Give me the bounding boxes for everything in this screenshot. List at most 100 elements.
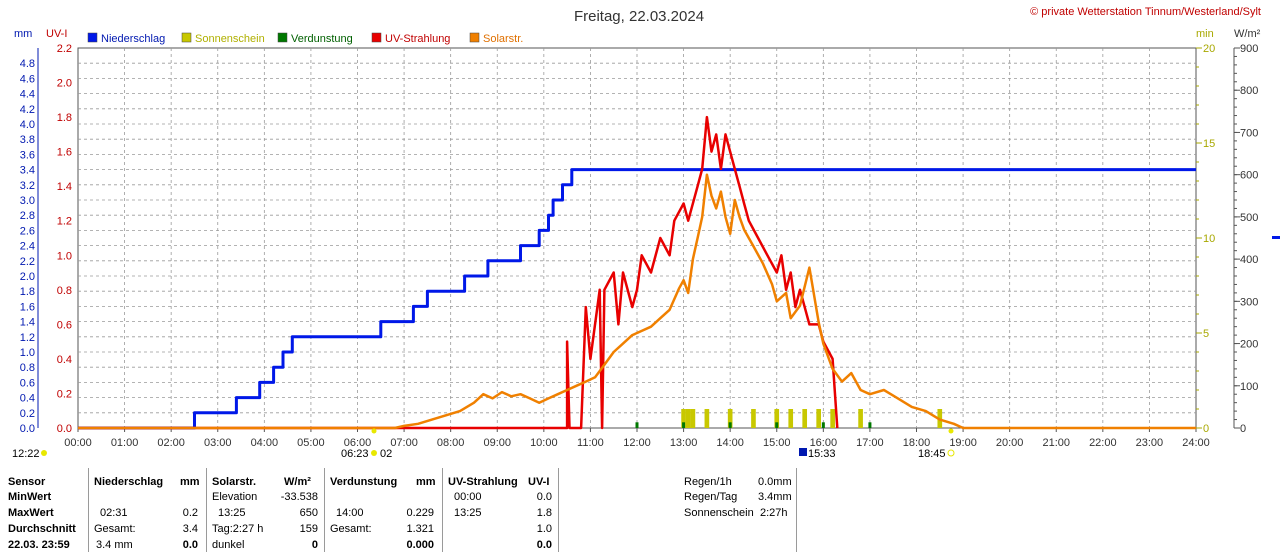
- table-divider: [796, 468, 797, 552]
- y-wm2-tick-label: 100: [1240, 381, 1258, 393]
- chart-title: Freitag, 22.03.2024: [574, 8, 704, 25]
- y-wm2-tick-label: 800: [1240, 85, 1258, 97]
- y-mm-tick-label: 3.4: [20, 165, 35, 177]
- solar-avg-value: 159: [299, 523, 318, 535]
- extra-value-0: 0.0mm: [758, 476, 792, 488]
- bar-sonnenschein: [727, 409, 733, 428]
- x-tick-label: 06:00: [344, 437, 372, 449]
- niederschlag-now-label: 3.4 mm: [96, 539, 133, 551]
- row-maxwert: MaxWert: [8, 507, 54, 519]
- annotations: 12:22 06:23 02 15:33 18:45: [12, 428, 955, 460]
- x-tick-label: 04:00: [251, 437, 279, 449]
- y-mm-tick-label: 4.0: [20, 119, 35, 131]
- y-wm2-tick-label: 900: [1240, 43, 1258, 55]
- axis-unit-uv: UV-I: [46, 28, 67, 40]
- y-mm-tick-label: 0.0: [20, 423, 35, 435]
- sun-icon: [371, 450, 377, 456]
- y-mm-tick-label: 1.8: [20, 286, 35, 298]
- legend-swatch: [87, 32, 98, 43]
- x-tick-label: 13:00: [670, 437, 698, 449]
- solar-now-value: 0: [311, 539, 318, 551]
- y-min-tick-label: 5: [1203, 328, 1209, 340]
- legend-swatch: [277, 32, 288, 43]
- bar-sonnenschein: [685, 409, 691, 428]
- annotation-sunrise-time: 06:23: [341, 448, 369, 460]
- bar-sonnenschein: [681, 409, 686, 428]
- uv-unit: UV-I: [528, 476, 550, 488]
- solar-now-label: dunkel: [212, 539, 245, 551]
- solar-elevation-label: Elevation: [212, 491, 258, 503]
- bar-sonnenschein: [816, 409, 822, 428]
- extra-value-2: 2:27h: [760, 507, 788, 519]
- y-uv-tick-label: 2.0: [57, 78, 72, 90]
- legend-label: UV-Strahlung: [385, 33, 450, 45]
- sunset-marker-icon: [948, 428, 954, 434]
- y-uv-tick-label: 0.8: [57, 285, 72, 297]
- x-tick-label: 16:00: [810, 437, 838, 449]
- bar-sonnenschein: [774, 409, 780, 428]
- row-minwert: MinWert: [8, 491, 52, 503]
- y-wm2-tick-label: 200: [1240, 339, 1258, 351]
- y-mm-tick-label: 3.6: [20, 149, 35, 161]
- niederschlag-now-value: 0.0: [182, 539, 198, 551]
- bar-sonnenschein: [858, 409, 863, 428]
- x-tick-label: 22:00: [1089, 437, 1117, 449]
- x-tick-label: 18:00: [903, 437, 931, 449]
- legend-label: Niederschlag: [101, 33, 165, 45]
- niederschlag-max-value: 0.2: [182, 507, 198, 519]
- y-uv-tick-label: 0.2: [57, 388, 72, 400]
- y-uv-tick-label: 0.6: [57, 319, 72, 331]
- y-min-tick-label: 0: [1203, 423, 1209, 435]
- right-edge-mark: [1272, 236, 1280, 239]
- legend-label: Sonnenschein: [195, 33, 265, 45]
- x-tick-label: 19:00: [949, 437, 977, 449]
- y-mm-tick-label: 3.8: [20, 134, 35, 146]
- x-tick-label: 21:00: [1042, 437, 1070, 449]
- y-min-tick-label: 20: [1203, 43, 1215, 55]
- x-tick-label: 14:00: [716, 437, 744, 449]
- y-wm2-tick-label: 0: [1240, 423, 1246, 435]
- table-divider: [558, 468, 559, 552]
- x-tick-label: 12:00: [623, 437, 651, 449]
- uv-now-value: 0.0: [536, 539, 552, 551]
- y-mm-tick-label: 2.0: [20, 271, 35, 283]
- x-tick-label: 01:00: [111, 437, 139, 449]
- x-tick-label: 24:00: [1182, 437, 1210, 449]
- uv-min-value: 0.0: [536, 491, 552, 503]
- verdunstung-unit: mm: [416, 476, 436, 488]
- table-divider: [442, 468, 443, 552]
- annotation-moonrise-time: 15:33: [808, 448, 836, 460]
- table-divider: [206, 468, 207, 552]
- y-uv-tick-label: 0.0: [57, 423, 72, 435]
- copyright: © private Wetterstation Tinnum/Westerlan…: [1030, 6, 1261, 18]
- sunrise-marker-icon: [371, 428, 377, 434]
- x-tick-label: 10:00: [530, 437, 558, 449]
- legend-swatch: [371, 32, 382, 43]
- y-mm-tick-label: 3.2: [20, 180, 35, 192]
- y-mm-tick-label: 1.0: [20, 347, 35, 359]
- x-tick-label: 00:00: [64, 437, 92, 449]
- y-min-tick-label: 10: [1203, 233, 1215, 245]
- x-tick-label: 03:00: [204, 437, 232, 449]
- x-tick-label: 17:00: [856, 437, 884, 449]
- bar-verdunstung: [728, 422, 732, 428]
- legend-swatch: [181, 32, 192, 43]
- y-uv-tick-label: 1.8: [57, 112, 72, 124]
- y-mm-tick-label: 4.4: [20, 89, 35, 101]
- y-uv-tick-label: 1.4: [57, 181, 72, 193]
- uv-max-value: 1.8: [536, 507, 552, 519]
- solar-day-label: Tag:2:27 h: [212, 523, 264, 535]
- y-min-tick-label: 15: [1203, 138, 1215, 150]
- sensor-header: Sensor: [8, 476, 46, 488]
- y-mm-tick-label: 2.4: [20, 241, 35, 253]
- y-mm-tick-label: 3.0: [20, 195, 35, 207]
- uv-avg-value: 1.0: [536, 523, 552, 535]
- axis-unit-min: min: [1196, 28, 1214, 40]
- extra-label-1: Regen/Tag: [684, 491, 738, 503]
- y-mm-tick-label: 4.6: [20, 73, 35, 85]
- verdunstung-max-time: 14:00: [336, 507, 364, 519]
- y-mm-tick-label: 4.8: [20, 58, 35, 70]
- y-uv-tick-label: 1.6: [57, 147, 72, 159]
- extra-label-0: Regen/1h: [684, 476, 732, 488]
- y-wm2-tick-label: 700: [1240, 127, 1258, 139]
